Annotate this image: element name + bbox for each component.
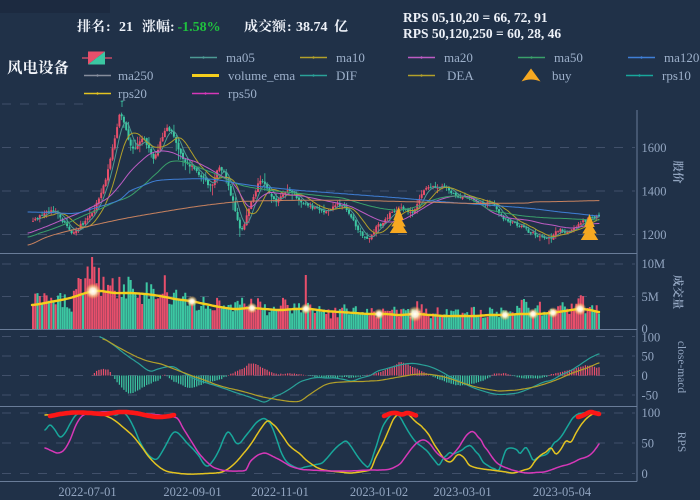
- svg-text::: :: [106, 20, 111, 35]
- svg-text:2022-07-01: 2022-07-01: [58, 485, 116, 499]
- svg-text:rps10: rps10: [662, 68, 691, 83]
- svg-text:2022-11-01: 2022-11-01: [251, 485, 309, 499]
- svg-text:0: 0: [642, 322, 648, 336]
- svg-text:close-macd: close-macd: [675, 341, 687, 394]
- svg-text:-50: -50: [642, 389, 659, 403]
- svg-text:5M: 5M: [642, 290, 659, 304]
- svg-text:ma10: ma10: [336, 50, 365, 65]
- svg-text:0: 0: [642, 467, 648, 481]
- svg-text:RPS 50,120,250 = 60, 28, 46: RPS 50,120,250 = 60, 28, 46: [403, 26, 561, 41]
- svg-text:volume_ema: volume_ema: [228, 68, 295, 83]
- svg-text:50: 50: [642, 437, 655, 451]
- svg-text:1200: 1200: [642, 228, 667, 242]
- svg-text:2023-01-02: 2023-01-02: [350, 485, 408, 499]
- svg-text:2022-09-01: 2022-09-01: [163, 485, 221, 499]
- svg-text:RPS: RPS: [675, 432, 687, 452]
- svg-text:rps20: rps20: [118, 86, 147, 101]
- svg-text:21: 21: [119, 20, 133, 35]
- svg-text:DIF: DIF: [336, 68, 357, 83]
- svg-text:0: 0: [642, 369, 648, 383]
- svg-text::: :: [170, 20, 175, 35]
- svg-text:100: 100: [642, 406, 661, 420]
- svg-text:100: 100: [642, 331, 661, 345]
- svg-text:ma20: ma20: [444, 50, 473, 65]
- svg-text:38.74: 38.74: [296, 20, 328, 35]
- svg-text:RPS 05,10,20 = 66, 72, 91: RPS 05,10,20 = 66, 72, 91: [403, 10, 548, 25]
- svg-text:ma05: ma05: [226, 50, 255, 65]
- svg-text:2023-05-04: 2023-05-04: [533, 485, 592, 499]
- svg-text:50: 50: [642, 350, 655, 364]
- svg-text:DEA: DEA: [447, 68, 474, 83]
- svg-text:buy: buy: [552, 68, 572, 83]
- svg-text:1400: 1400: [642, 185, 667, 199]
- svg-text:2023-03-01: 2023-03-01: [433, 485, 491, 499]
- svg-text:ma120: ma120: [664, 50, 699, 65]
- svg-text:ma50: ma50: [554, 50, 583, 65]
- svg-text::: :: [287, 20, 292, 35]
- svg-text:rps50: rps50: [228, 86, 257, 101]
- svg-text:ma250: ma250: [118, 68, 153, 83]
- svg-text:-1.58%: -1.58%: [178, 20, 221, 35]
- svg-text:1600: 1600: [642, 141, 667, 155]
- svg-text:10M: 10M: [642, 257, 666, 271]
